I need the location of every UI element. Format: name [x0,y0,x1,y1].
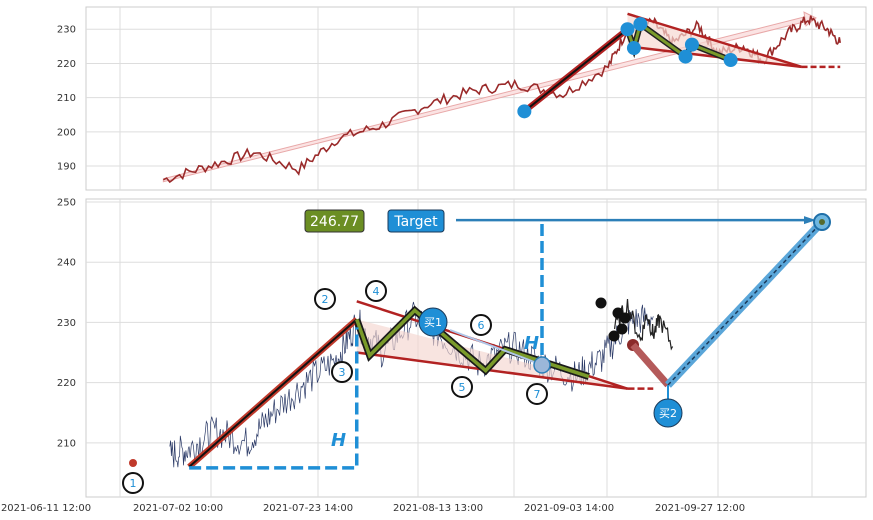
buy2-marker [653,398,683,428]
bottom-y-tick-label: 230 [57,318,76,329]
top-y-tick-label: 220 [57,59,76,70]
top-pivot-point [626,41,641,56]
buy1-marker [418,307,448,337]
breakout-marker [533,356,551,374]
projected-swing-point [619,312,631,324]
top-y-tick-label: 210 [57,93,76,104]
h-label-left: H [331,430,346,451]
bottom-panel-grid: 210 220 230 240 250 2021-06-11 12:00 2021-07-0… [1,198,867,514]
start-dot [129,459,137,467]
pattern-point-marker [331,361,353,383]
bottom-wedge-fill [356,319,628,389]
buy1-guide [449,329,546,367]
x-tick-label: 2021-07-02 10:00 [133,503,223,514]
pattern-point-label: 3 [339,366,346,379]
target-value-text: 246.77 [310,214,359,230]
pattern-point-marker [470,314,492,336]
top-impulse-core [523,28,629,113]
buy1-label: 买1 [424,316,442,329]
top-pivot-point [723,53,738,68]
projected-price-line [614,299,674,351]
h-label-right: H [524,333,539,354]
top-y-tick-label: 200 [57,127,76,138]
bottom-zigzag [355,307,590,379]
bottom-y-tick-label: 240 [57,258,76,269]
target-label-box [387,209,445,233]
bottom-panel-content [169,213,831,470]
pattern-point-label: 5 [459,381,466,394]
bottom-impulse-core [188,318,358,468]
pattern-point-label: 4 [373,285,380,298]
bottom-y-tick-label: 220 [57,378,76,389]
target-arrowhead [804,216,816,225]
target-label-text: Target [393,214,438,230]
pattern-point-label: 1 [130,477,137,490]
bottom-y-tick-label: 250 [57,198,76,209]
x-tick-label: 2021-07-23 14:00 [263,503,353,514]
top-pivot-point [620,22,635,37]
projected-swing-point [616,323,628,335]
top-pivot-point [517,104,532,119]
top-y-tick-label: 190 [57,162,76,173]
pattern-point-marker [365,280,387,302]
target-leg-core [667,221,823,386]
pattern-point-label: 7 [534,388,541,401]
target-point-core [819,219,825,225]
projected-swing-point [608,330,620,342]
pattern-point-marker [122,472,144,494]
bottom-y-tick-label: 210 [57,438,76,449]
top-upper-trendline [627,12,802,69]
x-tick-label: 2021-09-27 12:00 [655,503,745,514]
x-tick-label: 2021-08-13 13:00 [393,503,483,514]
bottom-lower-trendline [356,351,628,390]
top-price-line [163,15,841,184]
h-measure-left [189,327,359,470]
top-pivot-point [684,37,699,52]
pattern-point-marker [526,383,548,405]
retest-leg [630,342,671,388]
top-pivot-point [678,49,693,64]
projected-swing-point [595,297,607,309]
pattern-point-marker [314,288,336,310]
target-value-box [304,209,365,233]
buy2-label: 买2 [659,407,677,420]
pattern-point-label: 6 [478,319,485,332]
bottom-panel-frame [85,198,867,498]
top-y-tick-label: 230 [57,25,76,36]
top-panel-content [162,11,841,184]
pattern-point-label: 2 [322,293,329,306]
x-tick-label: 2021-06-11 12:00 [1,503,91,514]
pattern-point-marker [451,376,473,398]
labels: 246.77 Target 1 2 3 4 5 6 7 买1 买2 H H [122,209,683,494]
x-tick-label: 2021-09-03 14:00 [524,503,614,514]
top-pivot-point [633,17,648,32]
